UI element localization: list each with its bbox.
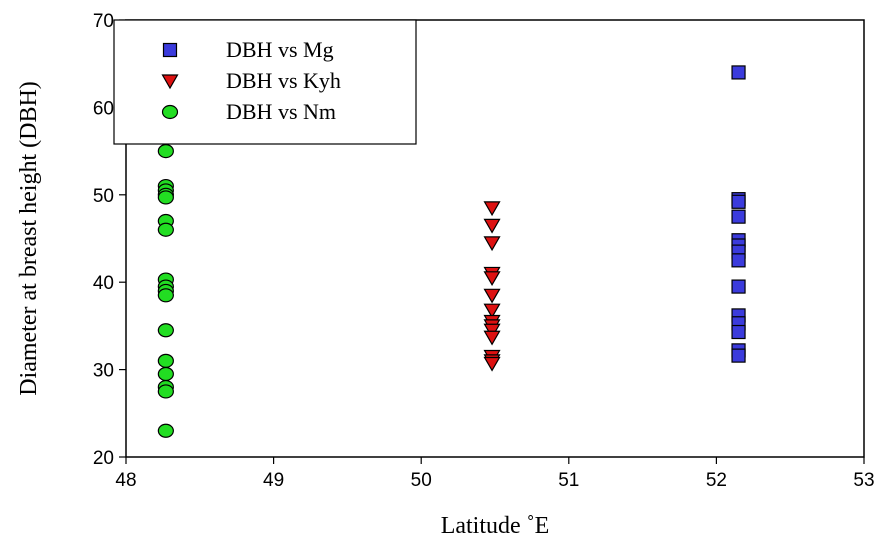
data-point xyxy=(731,65,746,80)
x-axis-title: Latitude ˚E xyxy=(441,513,550,539)
data-point xyxy=(731,194,746,209)
legend-box xyxy=(113,19,417,145)
data-point xyxy=(157,222,174,237)
legend-marker xyxy=(161,74,179,90)
data-point xyxy=(483,271,501,287)
legend-marker xyxy=(162,42,178,58)
legend-label: DBH vs Nm xyxy=(226,99,336,124)
data-point xyxy=(483,356,501,372)
x-tick-label: 53 xyxy=(853,470,874,491)
data-point xyxy=(731,324,746,340)
y-tick-label: 60 xyxy=(93,98,114,119)
y-axis-title: Diameter at breast height (DBH) xyxy=(16,81,42,396)
data-point xyxy=(483,330,501,346)
plot-frame xyxy=(125,19,865,458)
data-point xyxy=(483,218,501,234)
legend: DBH vs Mg DBH vs Kyh DBH vs Nm xyxy=(113,19,417,145)
data-point xyxy=(157,423,174,438)
data-points xyxy=(157,65,746,438)
data-point xyxy=(157,144,174,159)
y-tick-label: 40 xyxy=(93,273,114,294)
y-tick-label: 30 xyxy=(93,361,114,382)
data-point xyxy=(157,288,174,303)
data-point xyxy=(157,366,174,382)
legend-marker xyxy=(161,104,179,120)
x-tick-label: 51 xyxy=(558,470,579,491)
y-tick-label: 70 xyxy=(93,11,114,32)
data-point xyxy=(731,253,746,268)
data-point xyxy=(483,288,501,304)
data-point xyxy=(157,323,174,338)
data-point xyxy=(157,384,174,399)
x-tick-label: 52 xyxy=(706,470,727,491)
data-point xyxy=(157,353,174,368)
data-point xyxy=(731,279,746,294)
x-tick-label: 49 xyxy=(263,470,284,491)
data-point xyxy=(483,303,501,319)
legend-label: DBH vs Kyh xyxy=(226,68,341,93)
y-tick-label: 20 xyxy=(93,448,114,469)
x-tick-label: 50 xyxy=(411,470,432,491)
data-point xyxy=(483,201,501,217)
axis-ticks: 48 49 50 51 52 53 20 30 40 50 60 70 xyxy=(93,11,875,491)
data-point xyxy=(731,209,746,224)
y-tick-label: 50 xyxy=(93,186,114,207)
data-point xyxy=(731,348,746,363)
x-tick-label: 48 xyxy=(115,470,136,491)
data-point xyxy=(483,236,501,252)
legend-label: DBH vs Mg xyxy=(226,37,334,62)
data-point xyxy=(157,190,174,205)
